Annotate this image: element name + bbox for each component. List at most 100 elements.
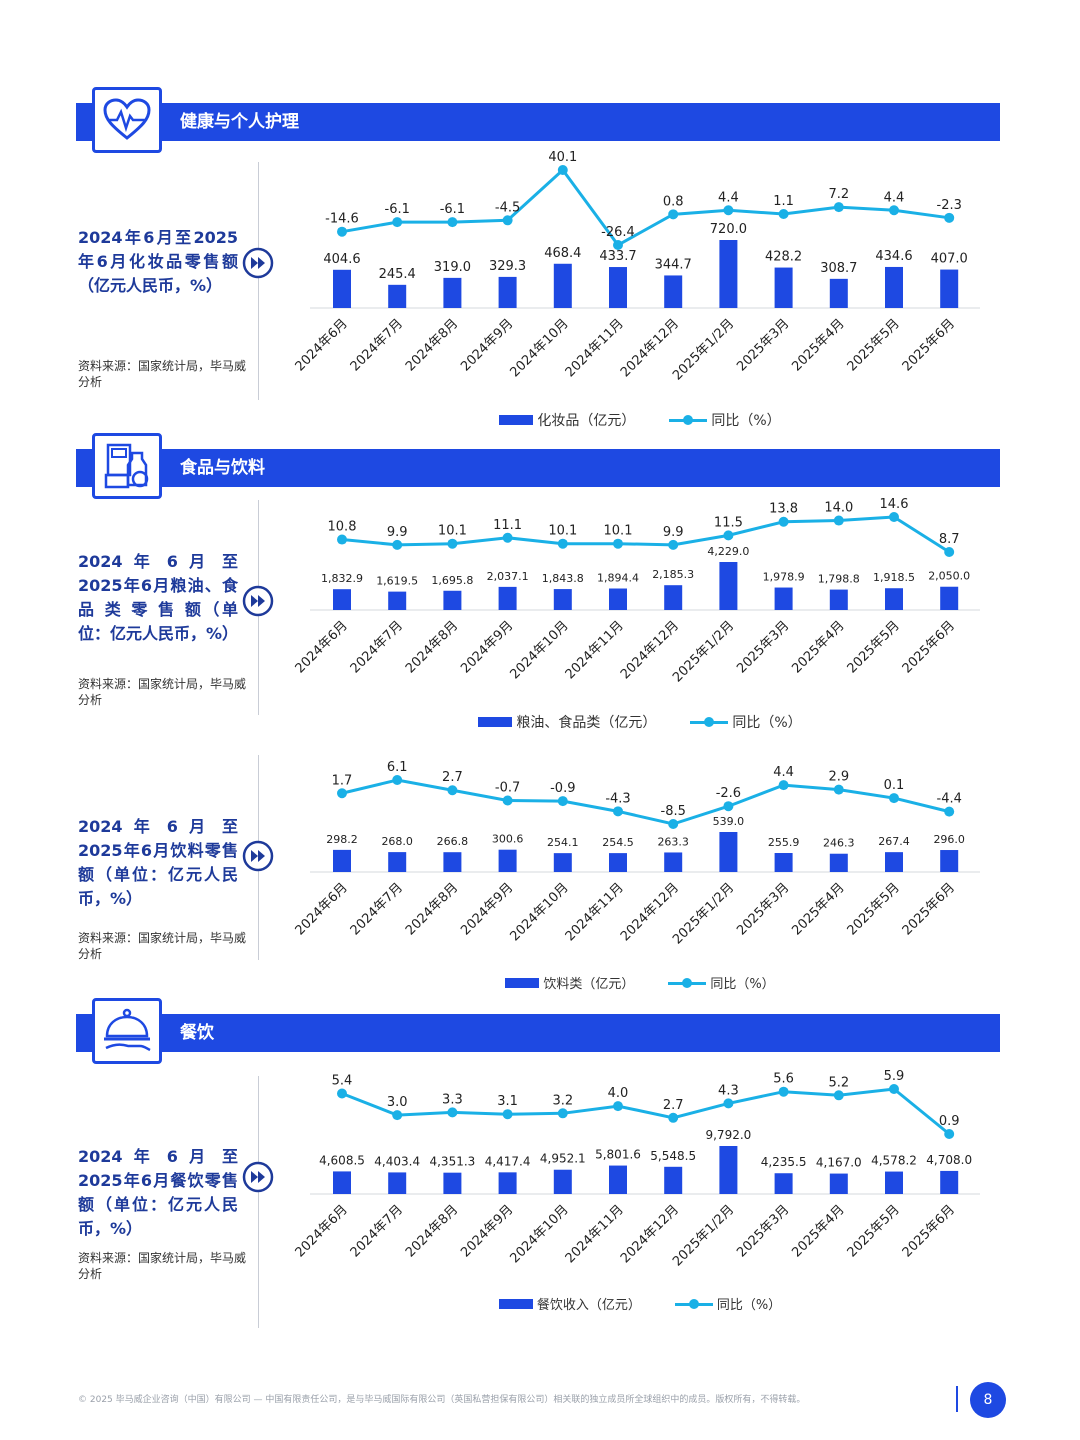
yoy-line — [341, 1087, 951, 1136]
yoy-value-label: 4.0 — [608, 1086, 629, 1101]
yoy-point — [944, 212, 955, 223]
yoy-line — [341, 515, 951, 554]
bar-value-label: 344.7 — [655, 257, 692, 272]
yoy-value-label: 3.2 — [552, 1093, 573, 1108]
yoy-value-label: 10.1 — [548, 524, 577, 539]
bar — [443, 590, 462, 610]
yoy-point — [613, 806, 623, 817]
bar-value-label: 246.3 — [823, 837, 855, 850]
chart-grain-food: 1,832.9 2024年6月 1,619.5 2024年7月 1,695.8 2024年… — [293, 497, 980, 685]
x-tick-label: 2024年11月 — [563, 880, 627, 944]
bar — [388, 284, 407, 308]
yoy-value-label: -2.6 — [716, 786, 741, 801]
legend-line-label: 同比（%） — [711, 413, 781, 429]
divider — [258, 1076, 259, 1328]
bar-value-label: 404.6 — [323, 252, 360, 267]
bar-value-label: 263.3 — [657, 835, 689, 848]
bar-value-label: 1,832.9 — [321, 572, 363, 585]
x-tick-label: 2025年6月 — [900, 880, 958, 938]
legend-bar-label: 餐饮收入（亿元） — [536, 1298, 641, 1313]
bar-value-label: 2,185.3 — [652, 568, 694, 581]
bar — [609, 853, 627, 872]
bar-value-label: 1,978.9 — [763, 571, 805, 584]
x-tick-label: 2024年8月 — [403, 1202, 461, 1260]
bar-value-label: 254.5 — [602, 836, 634, 849]
bar — [553, 1169, 572, 1194]
yoy-value-label: 9.9 — [387, 525, 408, 540]
x-tick-label: 2025年3月 — [734, 618, 792, 676]
yoy-value-label: 3.3 — [442, 1092, 463, 1107]
bar-value-label: 245.4 — [379, 267, 416, 282]
cloche-icon — [92, 998, 162, 1064]
bar — [664, 852, 683, 872]
yoy-point — [723, 801, 734, 812]
bar — [719, 832, 738, 872]
x-tick-label: 2024年7月 — [348, 618, 406, 676]
yoy-point — [668, 819, 679, 829]
bar-value-label: 4,578.2 — [871, 1154, 917, 1168]
bar-value-label: 434.6 — [875, 249, 912, 264]
yoy-value-label: 11.1 — [493, 518, 522, 533]
yoy-point — [447, 1107, 458, 1118]
yoy-value-label: -4.3 — [605, 791, 630, 806]
yoy-value-label: 14.0 — [824, 501, 853, 516]
bar-value-label: 407.0 — [931, 252, 968, 267]
legend-bar-swatch — [499, 415, 534, 425]
x-tick-label: 2025年5月 — [845, 316, 903, 374]
bar — [940, 850, 959, 872]
bar-value-label: 268.0 — [381, 835, 413, 848]
x-tick-label: 2025年6月 — [900, 1202, 958, 1260]
bar-value-label: 298.2 — [326, 833, 358, 846]
bar-value-label: 4,229.0 — [707, 545, 749, 558]
bar — [829, 589, 848, 610]
chart-3-title: 2024 年 6 月 至 2025年6月饮料零售额（单位：亿元人民币，%） — [78, 817, 238, 908]
yoy-value-label: -4.4 — [937, 792, 962, 807]
bar — [940, 1170, 959, 1194]
x-tick-label: 2025年5月 — [845, 880, 903, 938]
yoy-point — [557, 165, 568, 175]
bar — [664, 1166, 683, 1194]
yoy-value-label: -4.5 — [495, 200, 520, 215]
bar — [443, 852, 462, 872]
yoy-point — [944, 806, 955, 817]
x-tick-label: 2025年4月 — [789, 880, 847, 938]
yoy-point — [778, 516, 789, 527]
bar — [498, 276, 517, 308]
yoy-point — [723, 1098, 734, 1109]
yoy-point — [392, 1110, 403, 1121]
section-banner-dining: 餐饮 — [76, 998, 1000, 1064]
yoy-value-label: 11.5 — [714, 515, 743, 530]
yoy-value-label: -8.5 — [661, 804, 686, 819]
yoy-value-label: 2.7 — [663, 1098, 684, 1113]
bar-value-label: 4,417.4 — [485, 1154, 531, 1168]
play-forward-icon — [242, 840, 274, 872]
bar-value-label: 468.4 — [544, 246, 581, 261]
bar — [388, 852, 407, 872]
bar-value-label: 433.7 — [599, 249, 636, 264]
section-title-food: 食品与饮料 — [180, 458, 265, 478]
bar — [774, 267, 793, 308]
yoy-value-label: 4.4 — [884, 190, 905, 205]
chart-1-source: 资料来源：国家统计局，毕马威分析 — [78, 359, 247, 389]
yoy-point — [833, 515, 844, 526]
bar — [940, 269, 959, 308]
heart-pulse-icon — [92, 87, 162, 153]
bar — [664, 585, 683, 610]
yoy-value-label: 4.4 — [773, 765, 794, 780]
x-tick-label: 2024年10月 — [508, 880, 572, 944]
x-tick-label: 2024年8月 — [403, 316, 461, 374]
bar-value-label: 1,619.5 — [376, 575, 418, 588]
yoy-point — [557, 796, 568, 807]
chart-4-source: 资料来源：国家统计局，毕马威分析 — [78, 1251, 247, 1281]
yoy-point — [337, 788, 347, 799]
x-tick-label: 2024年6月 — [293, 880, 351, 938]
x-tick-label: 2024年11月 — [563, 1202, 627, 1266]
yoy-point — [668, 1112, 679, 1123]
bar — [719, 240, 738, 308]
play-forward-icon — [242, 247, 274, 279]
yoy-point — [668, 539, 679, 550]
bar-value-label: 266.8 — [437, 835, 469, 848]
bar — [940, 586, 959, 610]
x-tick-label: 2024年11月 — [563, 618, 627, 682]
yoy-point — [557, 1108, 568, 1119]
